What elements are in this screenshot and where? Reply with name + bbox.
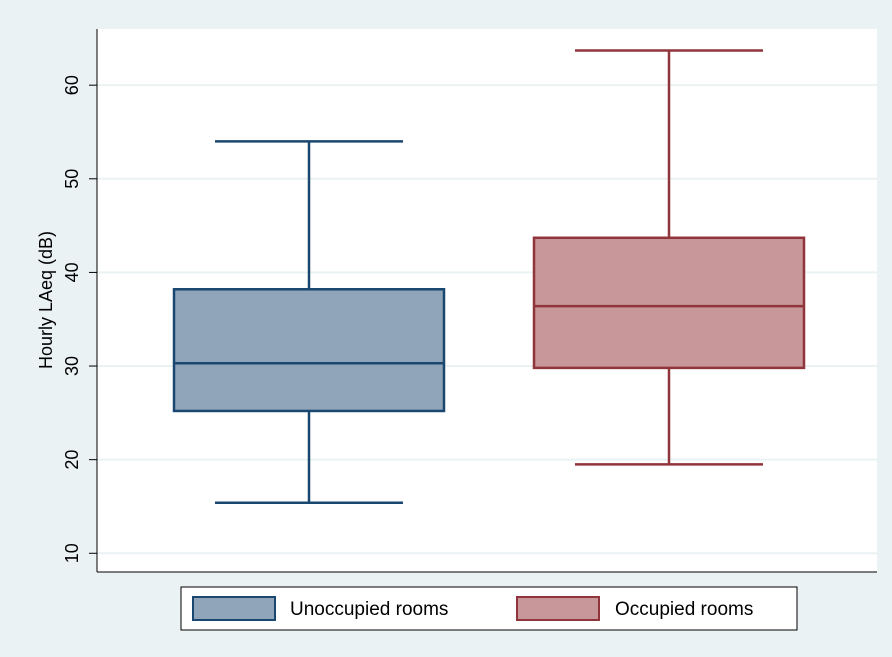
y-tick-label: 10 bbox=[62, 543, 82, 563]
y-axis-ticks: 10 20 30 40 50 60 bbox=[62, 75, 97, 563]
legend-swatch bbox=[516, 596, 600, 621]
legend: Unoccupied rooms Occupied rooms bbox=[180, 586, 798, 631]
boxes bbox=[172, 49, 806, 504]
iqr-box bbox=[172, 288, 446, 413]
box-occupied bbox=[532, 49, 806, 466]
y-tick-label: 20 bbox=[62, 450, 82, 470]
legend-box bbox=[180, 586, 798, 631]
y-tick-label: 60 bbox=[62, 75, 82, 95]
y-tick-label: 30 bbox=[62, 356, 82, 376]
y-axis-title: Hourly LAeq (dB) bbox=[36, 231, 56, 369]
y-tick-label: 50 bbox=[62, 169, 82, 189]
legend-swatch bbox=[192, 596, 276, 621]
iqr-box bbox=[532, 236, 806, 370]
box-unoccupied bbox=[172, 140, 446, 504]
y-tick-label: 40 bbox=[62, 262, 82, 282]
legend-label: Occupied rooms bbox=[615, 599, 753, 620]
legend-label: Unoccupied rooms bbox=[290, 599, 448, 620]
